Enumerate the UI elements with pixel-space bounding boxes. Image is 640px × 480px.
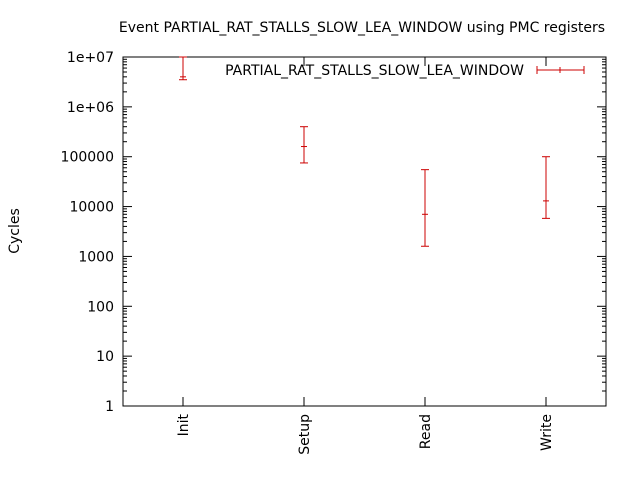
error-bar-write xyxy=(542,156,550,219)
x-tick-label: Setup xyxy=(297,414,313,455)
y-tick-label: 1e+07 xyxy=(67,50,114,66)
legend-label: PARTIAL_RAT_STALLS_SLOW_LEA_WINDOW xyxy=(225,63,524,79)
plot-frame xyxy=(122,56,607,407)
y-tick-label: 100 xyxy=(87,299,114,315)
y-tick-label: 1e+06 xyxy=(67,100,114,116)
x-axis-ticks: Init Setup Read Write xyxy=(176,57,555,455)
y-tick-label: 1000 xyxy=(78,249,114,265)
y-tick-label: 100000 xyxy=(61,150,114,166)
y-tick-label: 10 xyxy=(96,349,114,365)
y-tick-label: 10000 xyxy=(69,200,114,216)
error-bar-init xyxy=(179,56,187,81)
error-bar-read xyxy=(421,169,429,247)
y-tick-label: 1 xyxy=(105,399,114,415)
x-tick-label: Write xyxy=(539,414,555,451)
error-bar-setup xyxy=(300,126,308,164)
chart-title: Event PARTIAL_RAT_STALLS_SLOW_LEA_WINDOW… xyxy=(119,20,605,36)
series-group xyxy=(179,56,550,247)
legend: PARTIAL_RAT_STALLS_SLOW_LEA_WINDOW xyxy=(225,63,585,79)
y-axis-ticks: 1 10 100 1000 10000 100000 1e+06 1e+07 xyxy=(61,50,606,415)
x-tick-label: Init xyxy=(176,413,192,436)
x-tick-label: Read xyxy=(418,414,434,449)
y-axis-label: Cycles xyxy=(7,208,23,254)
